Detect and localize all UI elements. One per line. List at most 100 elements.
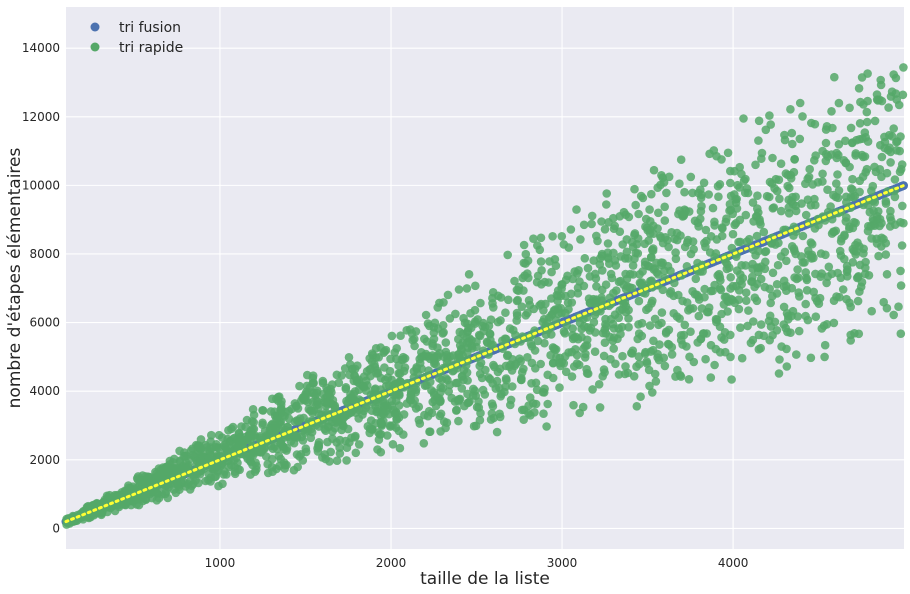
tri-rapide-point [292, 432, 302, 441]
tri-rapide-point [614, 370, 624, 379]
tri-rapide-point [754, 330, 764, 340]
tri-rapide-point [194, 478, 203, 488]
tri-rapide-point [774, 238, 783, 248]
tri-rapide-point [854, 329, 864, 339]
tri-rapide-point [882, 303, 892, 313]
tri-rapide-point [884, 103, 893, 112]
tri-rapide-point [898, 201, 907, 211]
tri-rapide-point [818, 169, 827, 179]
tri-rapide-point [744, 306, 753, 315]
tri-rapide-point [557, 232, 567, 241]
tri-rapide-point [556, 361, 565, 371]
tri-rapide-point [823, 152, 833, 161]
tri-rapide-point [881, 197, 891, 206]
tri-rapide-point [386, 422, 395, 431]
tri-rapide-point [843, 265, 852, 275]
tri-rapide-point [637, 281, 647, 290]
tri-rapide-point [224, 456, 233, 466]
tri-rapide-point [535, 245, 545, 255]
tri-rapide-point [841, 158, 851, 168]
tri-rapide-point [728, 281, 738, 291]
tri-rapide-point [531, 364, 540, 373]
tri-rapide-point [848, 185, 857, 194]
tri-rapide-point [649, 336, 658, 346]
tri-rapide-point [431, 360, 441, 369]
tri-rapide-point [811, 269, 820, 279]
tri-rapide-point [788, 139, 797, 149]
tri-rapide-point [644, 365, 654, 375]
tri-rapide-point [811, 312, 821, 322]
tri-rapide-point [383, 431, 392, 440]
tri-rapide-point [609, 288, 618, 298]
tri-rapide-point [435, 374, 444, 383]
tri-rapide-point [501, 361, 511, 371]
tri-rapide-point [897, 241, 907, 250]
tri-rapide-point [314, 404, 323, 414]
tri-rapide-point [377, 421, 387, 431]
tri-rapide-point [389, 405, 398, 415]
tri-rapide-point [600, 368, 609, 377]
tri-rapide-point [697, 190, 706, 200]
tri-rapide-point [206, 473, 216, 482]
tri-rapide-point [735, 215, 745, 225]
tri-rapide-point [502, 375, 511, 385]
tri-rapide-point [212, 440, 221, 449]
tri-rapide-point [394, 401, 404, 410]
tri-rapide-point [392, 354, 401, 364]
tri-rapide-point [717, 155, 726, 164]
tri-rapide-point [631, 200, 640, 210]
tri-rapide-point [645, 321, 655, 330]
tri-rapide-point [756, 274, 766, 284]
tri-rapide-point [527, 379, 536, 388]
tri-rapide-point [782, 256, 791, 266]
tri-rapide-point [195, 442, 205, 451]
tri-rapide-point [867, 186, 876, 196]
tri-rapide-point [295, 381, 304, 391]
tri-rapide-point [519, 415, 528, 425]
tri-rapide-point [889, 70, 898, 79]
tri-rapide-point [634, 209, 643, 219]
tri-rapide-point [454, 416, 463, 426]
tri-rapide-point [541, 330, 551, 340]
tri-rapide-point [781, 225, 790, 235]
tri-rapide-point [671, 248, 680, 257]
tri-rapide-point [885, 222, 895, 231]
tri-rapide-point [471, 281, 480, 291]
tri-rapide-point [342, 456, 351, 465]
tri-rapide-point [615, 227, 625, 236]
tri-rapide-point [818, 177, 827, 186]
tri-rapide-point [886, 158, 895, 167]
tri-rapide-point [833, 268, 842, 278]
tri-rapide-point [328, 427, 337, 436]
tri-rapide-point [698, 329, 708, 338]
tri-rapide-point [344, 353, 354, 362]
tri-rapide-point [797, 199, 806, 208]
tri-rapide-point [845, 103, 854, 113]
tri-rapide-point [701, 354, 710, 364]
tri-rapide-point [651, 377, 661, 386]
tri-rapide-point [829, 190, 838, 200]
tri-rapide-point [792, 350, 801, 359]
tri-rapide-point [580, 253, 590, 263]
tri-rapide-point [347, 433, 356, 443]
tri-rapide-point [487, 399, 497, 409]
tri-rapide-point [600, 338, 610, 348]
tri-rapide-point [801, 311, 810, 321]
tri-rapide-point [715, 273, 725, 282]
tri-rapide-point [832, 153, 841, 163]
tri-rapide-point [433, 343, 442, 353]
tri-rapide-point [680, 187, 689, 197]
tri-rapide-point [417, 352, 426, 362]
tri-rapide-point [454, 350, 464, 359]
tri-rapide-point [674, 290, 683, 300]
tri-rapide-point [629, 372, 639, 381]
tri-rapide-point [801, 268, 810, 277]
tri-rapide-point [667, 228, 676, 237]
tri-rapide-point [329, 400, 338, 410]
tri-rapide-point [806, 353, 816, 363]
tri-rapide-point [894, 302, 903, 312]
tri-rapide-point [371, 344, 381, 353]
tri-rapide-point [728, 209, 737, 219]
tri-rapide-point [760, 264, 770, 274]
tri-rapide-point [256, 448, 266, 457]
